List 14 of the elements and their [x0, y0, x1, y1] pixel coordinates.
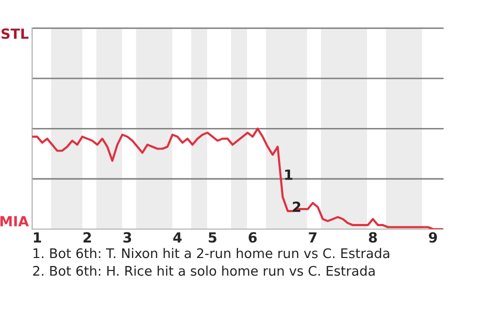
text: MIA — [0, 216, 29, 226]
annotation: 1 — [285, 170, 292, 180]
x-tick-label: 8 — [368, 232, 377, 243]
x-tick-label: 4 — [173, 232, 182, 242]
text: 2. Bot 6th: H. Rice hit a solo home run vs C. Estrada — [33, 266, 375, 276]
x-tick-label: 1 — [34, 232, 42, 242]
x-tick-label: 6 — [248, 232, 257, 243]
x-tick-label: 9 — [428, 232, 437, 243]
text: STL — [2, 28, 28, 39]
text: 1. Bot 6th: T. Nixon hit a 2-run home run vs C. Estrada — [34, 248, 390, 258]
x-tick-label: 5 — [208, 232, 216, 243]
x-tick-label: 3 — [123, 232, 132, 243]
x-tick-label: 7 — [308, 232, 316, 242]
x-tick-label: 2 — [84, 232, 91, 242]
